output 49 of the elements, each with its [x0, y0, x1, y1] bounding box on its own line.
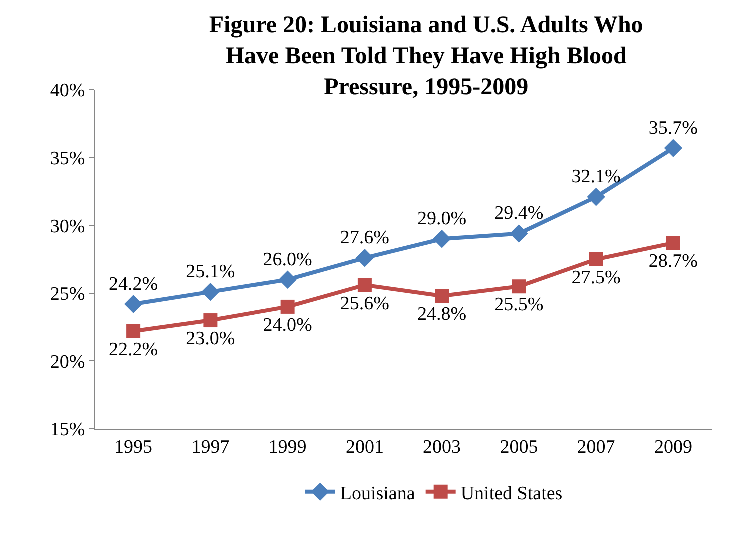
data-label: 22.2%: [109, 339, 158, 360]
point: [126, 324, 141, 338]
point: [666, 236, 680, 250]
y-tick-label: 20%: [50, 352, 86, 373]
point: [204, 314, 218, 328]
x-tick-label: 1995: [114, 436, 153, 458]
point: [589, 252, 604, 266]
y-tick-label: 25%: [50, 284, 86, 306]
point: [510, 224, 528, 243]
data-label: 35.7%: [648, 118, 698, 139]
point: [435, 289, 450, 304]
x-tick-label: 2003: [423, 436, 462, 458]
point: [664, 139, 683, 158]
data-label: 25.5%: [494, 294, 544, 316]
x-tick-label: 2001: [346, 436, 384, 458]
data-label: 24.0%: [263, 314, 313, 336]
point: [280, 300, 295, 314]
x-tick-label: 2009: [654, 436, 692, 458]
point: [432, 230, 452, 248]
point: [587, 188, 606, 206]
legend-label: Louisiana: [340, 483, 416, 504]
y-tick-label: 40%: [50, 80, 86, 102]
data-label: 25.6%: [340, 293, 390, 314]
y-tick-label: 35%: [50, 148, 86, 170]
point: [512, 280, 526, 294]
x-tick-label: 2005: [500, 436, 538, 458]
point: [124, 295, 143, 314]
data-label: 23.0%: [186, 328, 236, 350]
point: [202, 282, 220, 302]
y-tick-label: 30%: [50, 216, 86, 238]
data-label: 26.0%: [263, 249, 313, 270]
data-label: 32.1%: [572, 166, 622, 188]
data-label: 25.1%: [186, 262, 236, 283]
point: [358, 278, 372, 292]
legend-label: United States: [460, 483, 563, 504]
chart-title: Figure 20: Louisiana and U.S. Adults Who Have Been Told They Have High Blood Pressure, 1995-2009: [209, 12, 644, 101]
data-label: 27.5%: [572, 268, 622, 288]
data-label: 29.0%: [418, 208, 467, 230]
x-tick-label: 2007: [577, 436, 616, 458]
data-label: 24.8%: [418, 304, 467, 326]
data-label: 27.6%: [340, 228, 390, 249]
x-tick-label: 1999: [268, 436, 307, 458]
data-label: 29.4%: [494, 203, 544, 224]
point: [278, 270, 297, 289]
data-label: 24.2%: [109, 274, 158, 295]
data-label: 28.7%: [648, 251, 698, 272]
point: [356, 249, 374, 268]
y-tick-label: 15%: [50, 420, 86, 441]
x-tick-label: 1997: [192, 436, 230, 458]
